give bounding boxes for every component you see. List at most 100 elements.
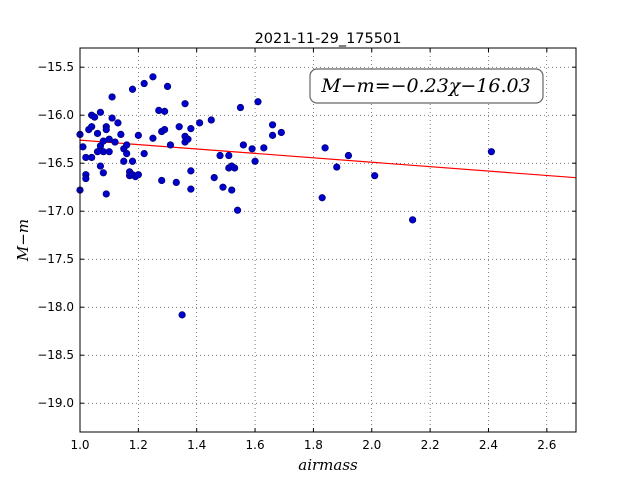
- data-point: [487, 148, 495, 156]
- data-point: [108, 93, 116, 101]
- data-point: [166, 141, 175, 149]
- y-tick-label: −19.0: [37, 396, 74, 410]
- y-tick-label: −15.5: [37, 60, 74, 74]
- x-tick-label: 1.2: [129, 438, 148, 452]
- data-point: [321, 144, 329, 152]
- data-point: [88, 123, 96, 131]
- y-tick-label: −18.5: [37, 348, 74, 362]
- x-tick-label: 2.6: [537, 438, 556, 452]
- data-point: [196, 119, 204, 127]
- data-point: [155, 106, 163, 114]
- data-point: [123, 150, 131, 158]
- data-point: [149, 73, 157, 81]
- x-tick-label: 1.8: [304, 438, 323, 452]
- data-point: [105, 135, 113, 143]
- y-tick-label: −16.0: [37, 108, 74, 122]
- y-axis-label: M−m: [14, 219, 32, 262]
- data-point: [268, 121, 277, 129]
- data-point: [216, 151, 224, 160]
- data-point: [333, 163, 341, 171]
- data-point: [228, 186, 236, 194]
- data-point: [99, 169, 107, 177]
- data-point: [233, 206, 242, 214]
- y-tick-label: −18.0: [37, 300, 74, 314]
- y-tick-label: −16.5: [37, 156, 74, 170]
- x-axis-label: airmass: [298, 456, 358, 474]
- data-point: [371, 172, 379, 180]
- data-point: [175, 123, 183, 131]
- data-point: [225, 151, 233, 160]
- data-point: [409, 216, 417, 224]
- x-tick-label: 2.0: [362, 438, 381, 452]
- data-point: [158, 176, 166, 185]
- data-point: [344, 151, 353, 160]
- data-point: [248, 145, 256, 153]
- data-point: [260, 144, 268, 152]
- data-point: [268, 131, 277, 139]
- data-point: [123, 141, 131, 149]
- data-point: [187, 167, 195, 175]
- x-tick-labels: 1.0 1.2 1.4 1.6 1.8 2.0 2.2 2.4 2.6: [70, 438, 556, 452]
- fit-line: [79, 139, 577, 179]
- data-point: [128, 157, 137, 165]
- data-point: [96, 162, 105, 170]
- data-point: [219, 183, 227, 191]
- data-point: [79, 143, 87, 151]
- data-point: [128, 85, 137, 93]
- data-point: [210, 174, 218, 182]
- data-point: [102, 190, 110, 198]
- y-tick-label: −17.5: [37, 252, 74, 266]
- data-point: [178, 311, 186, 319]
- fit-equation: M−m=−0.23χ−16.03: [320, 75, 530, 97]
- data-point: [239, 141, 247, 149]
- x-tick-label: 1.6: [246, 438, 265, 452]
- data-point: [277, 128, 285, 137]
- data-points: [76, 73, 495, 319]
- data-point: [231, 164, 239, 172]
- data-point: [111, 138, 119, 146]
- data-point: [105, 148, 113, 156]
- data-point: [207, 116, 215, 124]
- plot-area: [80, 48, 576, 432]
- data-point: [187, 125, 195, 133]
- data-point: [140, 79, 148, 88]
- data-point: [149, 134, 157, 142]
- data-point: [134, 131, 142, 139]
- data-point: [251, 157, 259, 165]
- data-point: [318, 194, 326, 202]
- data-point: [181, 100, 189, 108]
- grid-lines: [80, 48, 576, 432]
- data-point: [117, 130, 125, 138]
- x-tick-label: 1.0: [70, 438, 89, 452]
- y-tick-label: −17.0: [37, 204, 74, 218]
- fit-equation-box: M−m=−0.23χ−16.03: [309, 68, 544, 104]
- x-tick-label: 1.4: [187, 438, 206, 452]
- x-tick-label: 2.2: [421, 438, 440, 452]
- annotation-box: [309, 68, 544, 104]
- data-point: [120, 157, 128, 165]
- fit-line-group: [79, 139, 577, 179]
- data-point: [88, 153, 96, 162]
- y-tick-labels: −15.5 −16.0 −16.5 −17.0 −17.5 −18.0 −18.5 −19.0: [37, 60, 74, 410]
- data-point: [82, 174, 90, 183]
- data-point: [108, 114, 116, 122]
- data-point: [90, 113, 99, 121]
- plot-frame: [79, 47, 577, 433]
- axis-ticks: [79, 48, 576, 432]
- data-point: [254, 98, 262, 106]
- data-point: [114, 119, 122, 127]
- data-point: [161, 126, 169, 134]
- x-tick-label: 2.4: [479, 438, 498, 452]
- chart-title: 2021-11-29_175501: [255, 31, 402, 47]
- data-point: [163, 82, 172, 90]
- data-point: [96, 108, 105, 116]
- data-point: [102, 126, 110, 134]
- data-point: [161, 107, 169, 115]
- data-point: [93, 129, 102, 138]
- data-point: [236, 103, 245, 112]
- data-point: [140, 150, 148, 158]
- data-point: [187, 185, 195, 193]
- data-point: [134, 171, 142, 179]
- data-point: [172, 178, 180, 186]
